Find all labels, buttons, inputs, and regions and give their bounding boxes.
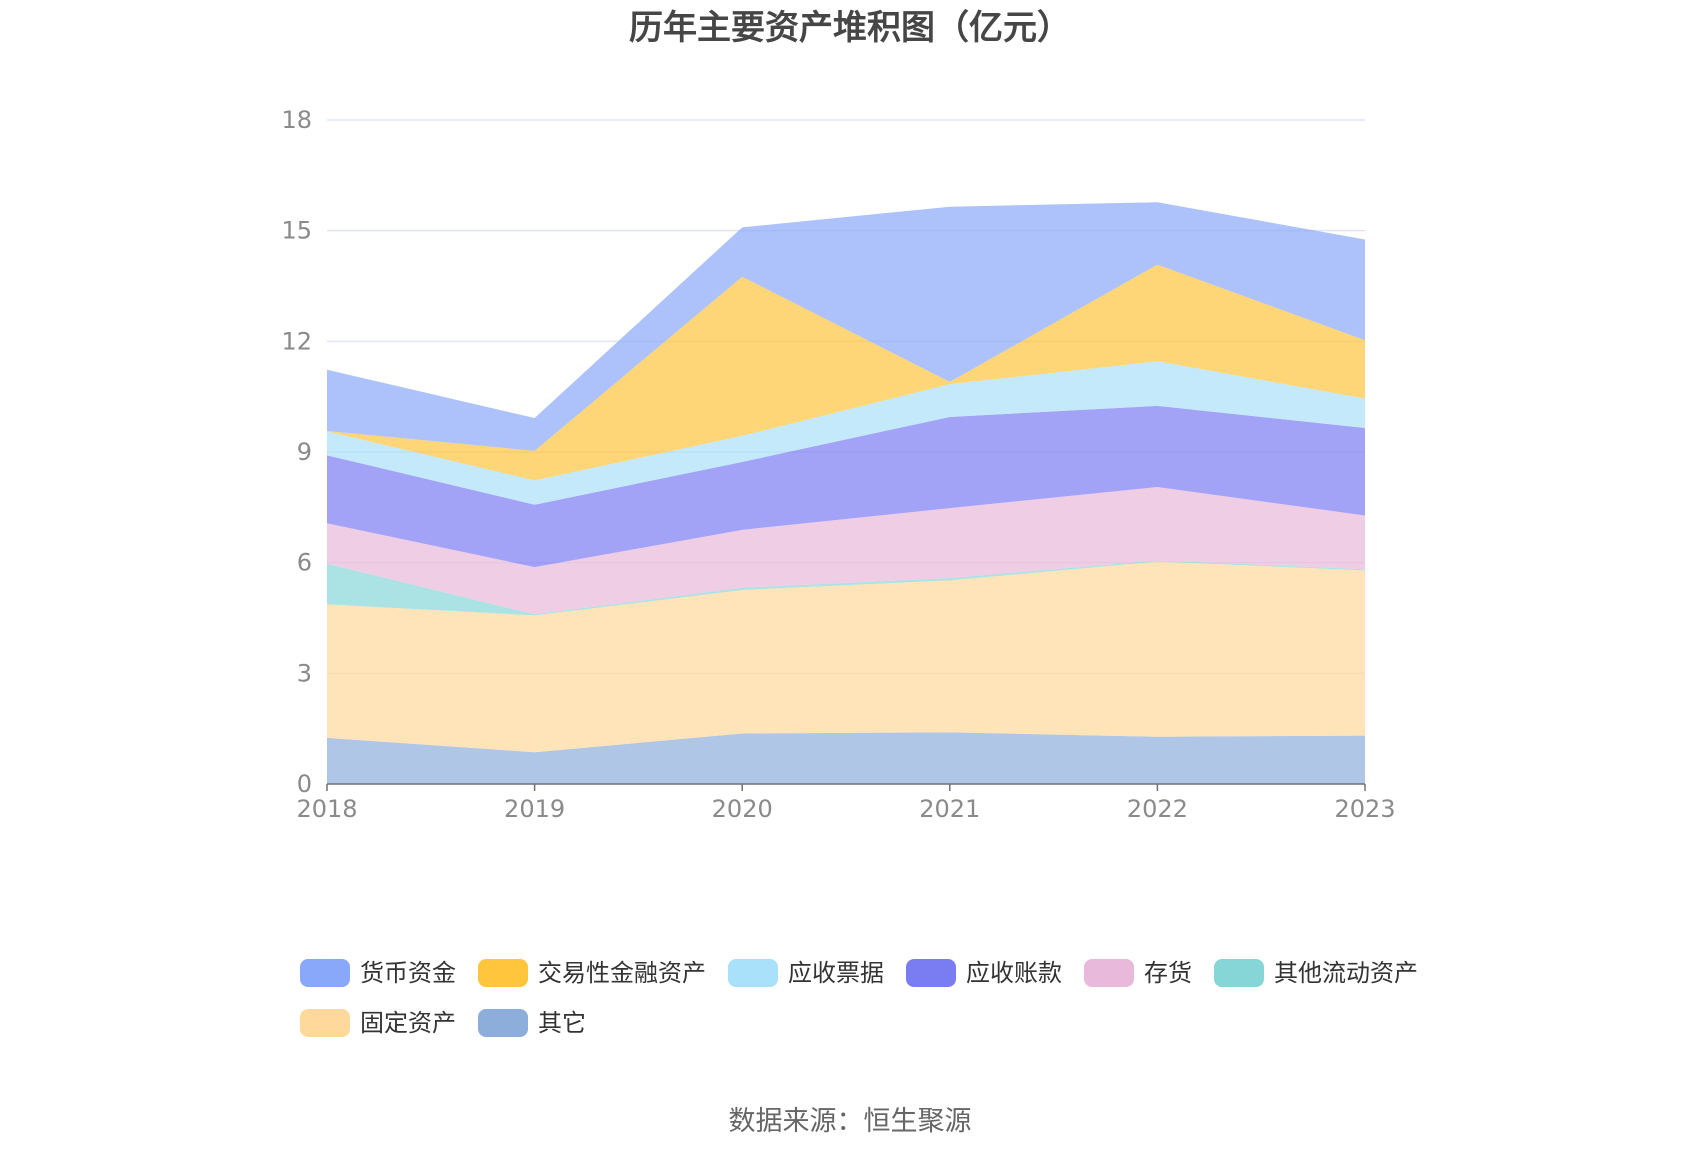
y-tick-label: 0 <box>297 770 312 798</box>
legend-label: 存货 <box>1144 959 1192 987</box>
area-layers <box>327 202 1365 784</box>
legend-swatch <box>728 959 778 987</box>
stacked-area-series-2 <box>327 361 1365 505</box>
legend-item-series-2[interactable]: 应收票据 <box>728 958 884 988</box>
y-axis-labels: 0 3 6 9 12 15 18 <box>281 106 312 798</box>
y-tick-label: 3 <box>297 659 312 687</box>
legend-item-series-6[interactable]: 固定资产 <box>300 1008 456 1038</box>
legend-label: 其它 <box>538 1009 586 1037</box>
stacked-area-series-7 <box>327 732 1365 784</box>
y-tick-label: 9 <box>297 438 312 466</box>
legend-label: 交易性金融资产 <box>538 959 706 987</box>
legend-item-series-1[interactable]: 交易性金融资产 <box>478 958 706 988</box>
chart-title: 历年主要资产堆积图（亿元） <box>629 8 1071 48</box>
stacked-area-series-5 <box>327 560 1365 616</box>
x-tick-label: 2022 <box>1127 795 1188 823</box>
stacked-area-series-4 <box>327 487 1365 615</box>
legend-label: 应收票据 <box>788 959 884 987</box>
legend-label: 其他流动资产 <box>1274 959 1418 987</box>
x-tick-label: 2021 <box>919 795 980 823</box>
legend-label: 货币资金 <box>360 959 456 987</box>
x-tick-label: 2019 <box>504 795 565 823</box>
stacked-area-series-3 <box>327 405 1365 568</box>
legend-swatch <box>478 1009 528 1037</box>
x-tick-label: 2023 <box>1334 795 1395 823</box>
legend-swatch <box>478 959 528 987</box>
stacked-area-series-0 <box>327 202 1365 451</box>
legend-swatch <box>1214 959 1264 987</box>
stacked-area-series-1 <box>327 264 1365 481</box>
chart-legend: 货币资金 交易性金融资产 应收票据 应收账款 存货 其他流动资产 固定资产 其它 <box>300 958 1430 1038</box>
legend-swatch <box>300 959 350 987</box>
x-tick-label: 2018 <box>296 795 357 823</box>
legend-swatch <box>300 1009 350 1037</box>
x-tick-label: 2020 <box>712 795 773 823</box>
legend-label: 应收账款 <box>966 959 1062 987</box>
y-tick-label: 18 <box>281 106 312 134</box>
legend-label: 固定资产 <box>360 1009 456 1037</box>
y-tick-label: 15 <box>281 217 312 245</box>
x-axis: 2018 2019 2020 2021 2022 2023 <box>296 783 1396 823</box>
legend-item-series-0[interactable]: 货币资金 <box>300 958 456 988</box>
y-tick-label: 12 <box>281 327 312 355</box>
legend-swatch <box>1084 959 1134 987</box>
legend-swatch <box>906 959 956 987</box>
legend-item-series-3[interactable]: 应收账款 <box>906 958 1062 988</box>
stacked-area-series-6 <box>327 561 1365 753</box>
legend-item-series-4[interactable]: 存货 <box>1084 958 1192 988</box>
legend-item-series-5[interactable]: 其他流动资产 <box>1214 958 1418 988</box>
y-tick-label: 6 <box>297 549 312 577</box>
data-source-note: 数据来源：恒生聚源 <box>728 1106 972 1137</box>
legend-item-series-7[interactable]: 其它 <box>478 1008 586 1038</box>
